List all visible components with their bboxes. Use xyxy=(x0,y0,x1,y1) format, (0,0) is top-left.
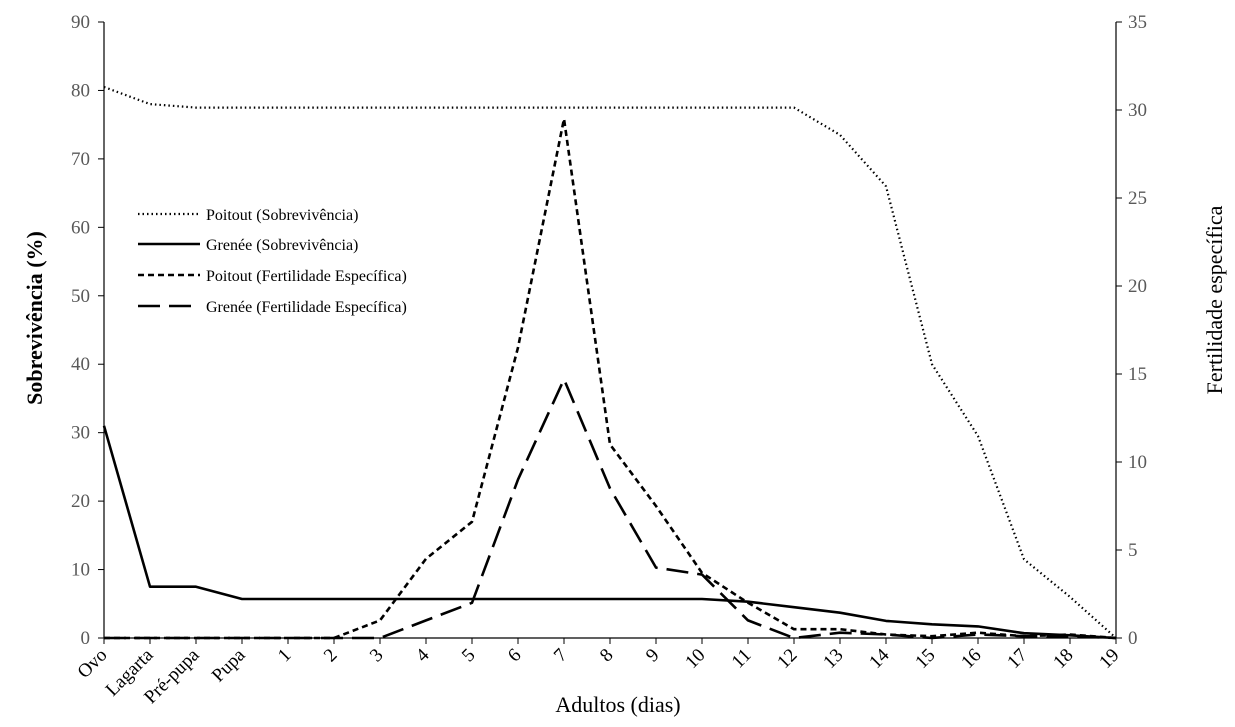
y-axis-title-left: Sobrevivência (%) xyxy=(22,231,47,405)
x-tick-label: 4 xyxy=(412,644,434,666)
series-line-1 xyxy=(102,425,1117,640)
ticks-layer: 010203040506070809005101520253035OvoLaga… xyxy=(71,12,1147,708)
x-tick-label: 19 xyxy=(1095,645,1123,673)
x-tick-label: 7 xyxy=(550,645,572,667)
y-left-tick-label: 0 xyxy=(81,628,91,649)
series-line-0 xyxy=(103,85,1117,639)
series-line-3 xyxy=(104,377,1117,640)
y-right-tick-label: 10 xyxy=(1128,452,1147,473)
x-tick-label: Ovo xyxy=(74,645,112,683)
x-tick-label: 14 xyxy=(865,644,894,673)
y-left-tick-label: 10 xyxy=(71,560,90,581)
legend-label-poitout-survival: Poitout (Sobrevivência) xyxy=(206,207,358,224)
x-tick-label: 1 xyxy=(274,645,296,667)
y-left-tick-label: 90 xyxy=(71,12,90,33)
legend: Poitout (Sobrevivência) Grenée (Sobreviv… xyxy=(138,207,407,316)
x-tick-label: 11 xyxy=(728,645,756,673)
y-left-tick-label: 60 xyxy=(71,217,90,238)
x-tick-label: 13 xyxy=(819,645,847,673)
y-left-tick-label: 20 xyxy=(71,491,90,512)
legend-item-poitout-survival: Poitout (Sobrevivência) xyxy=(138,207,358,224)
y-right-tick-label: 20 xyxy=(1128,276,1147,297)
series-line-2 xyxy=(104,117,1117,640)
y-right-tick-label: 0 xyxy=(1128,628,1138,649)
x-tick-label: 2 xyxy=(320,645,342,667)
x-tick-label: 9 xyxy=(642,645,664,667)
legend-item-poitout-fertility: Poitout (Fertilidade Específica) xyxy=(138,268,407,285)
x-tick-label: 16 xyxy=(957,645,985,673)
x-tick-label: 17 xyxy=(1003,645,1031,673)
x-tick-label: 6 xyxy=(504,645,526,667)
x-tick-label: 8 xyxy=(596,645,618,667)
legend-item-grenee-survival: Grenée (Sobrevivência) xyxy=(138,237,358,254)
x-tick-label: 10 xyxy=(681,645,709,673)
x-tick-label: 5 xyxy=(458,645,480,667)
x-axis-title: Adultos (dias) xyxy=(555,692,680,717)
x-tick-label: Pupa xyxy=(208,644,250,686)
y-right-tick-label: 15 xyxy=(1128,364,1147,385)
x-tick-label: 3 xyxy=(366,645,388,667)
y-right-tick-label: 30 xyxy=(1128,100,1147,121)
x-tick-label: 12 xyxy=(773,645,801,673)
y-left-tick-label: 50 xyxy=(71,286,90,307)
x-tick-label: 15 xyxy=(911,645,939,673)
y-left-tick-label: 30 xyxy=(71,423,90,444)
legend-label-poitout-fertility: Poitout (Fertilidade Específica) xyxy=(206,268,407,285)
series-layer xyxy=(102,85,1117,640)
y-left-tick-label: 80 xyxy=(71,80,90,101)
y-left-tick-label: 70 xyxy=(71,149,90,170)
y-left-tick-label: 40 xyxy=(71,354,90,375)
legend-label-grenee-survival: Grenée (Sobrevivência) xyxy=(206,237,358,254)
axes xyxy=(103,22,1117,639)
legend-label-grenee-fertility: Grenée (Fertilidade Específica) xyxy=(206,299,407,316)
legend-item-grenee-fertility: Grenée (Fertilidade Específica) xyxy=(138,299,407,316)
y-right-tick-label: 25 xyxy=(1128,188,1147,209)
y-right-tick-label: 35 xyxy=(1128,12,1147,33)
y-right-tick-label: 5 xyxy=(1128,540,1138,561)
x-tick-label: 18 xyxy=(1049,645,1077,673)
y-axis-title-right: Fertilidade específica xyxy=(1202,205,1227,394)
